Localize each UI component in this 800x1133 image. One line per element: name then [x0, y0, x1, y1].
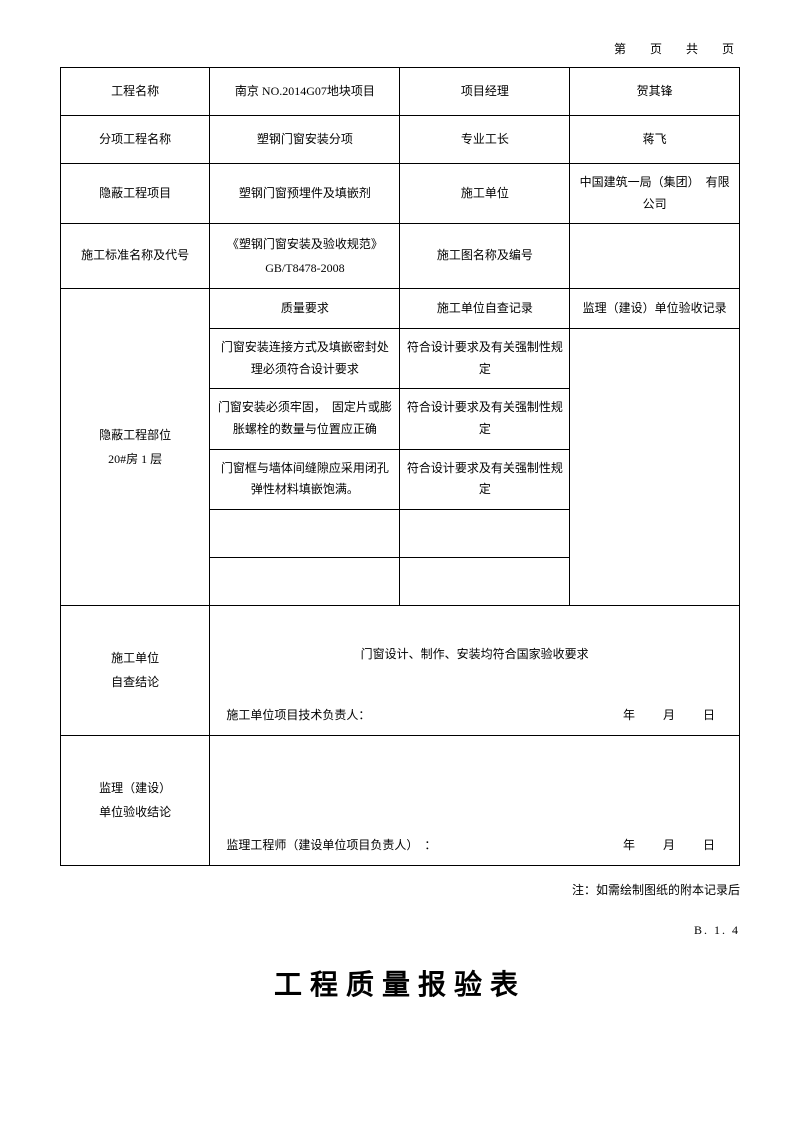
value-project-manager: 贺其锋 — [570, 68, 740, 116]
value-construction-unit: 中国建筑一局（集团） 有限公司 — [570, 164, 740, 224]
label-construction-unit: 施工单位 — [400, 164, 570, 224]
label-standard: 施工标准名称及代号 — [61, 224, 210, 289]
empty-req-1 — [210, 509, 400, 557]
value-foreman: 蒋飞 — [570, 116, 740, 164]
self-conclusion-date: 年 月 日 — [623, 705, 723, 727]
value-standard: 《塑钢门窗安装及验收规范》 GB/T8478-2008 — [210, 224, 400, 289]
supervisor-record — [570, 329, 740, 606]
label-foreman: 专业工长 — [400, 116, 570, 164]
empty-check-2 — [400, 557, 570, 605]
label-drawing: 施工图名称及编号 — [400, 224, 570, 289]
self-conclusion-text: 门窗设计、制作、安装均符合国家验收要求 — [216, 644, 733, 666]
self-conclusion-label1: 施工单位 — [111, 651, 159, 665]
label-sub-project: 分项工程名称 — [61, 116, 210, 164]
form-code: B. 1. 4 — [60, 923, 740, 938]
supervisor-conclusion-label1: 监理（建设） — [99, 781, 171, 795]
value-hidden-project: 塑钢门窗预埋件及填嵌剂 — [210, 164, 400, 224]
quality-req-2: 门窗安装必须牢固， 固定片或膨胀螺栓的数量与位置应正确 — [210, 389, 400, 449]
footer-note: 注：如需绘制图纸的附本记录后 — [60, 881, 740, 898]
location-label: 隐蔽工程部位 — [99, 428, 171, 442]
label-project-name: 工程名称 — [61, 68, 210, 116]
standard-line1: 《塑钢门窗安装及验收规范》 — [227, 237, 383, 251]
value-project-name: 南京 NO.2014G07地块项目 — [210, 68, 400, 116]
self-conclusion-label: 施工单位 自查结论 — [61, 605, 210, 735]
location-cell: 隐蔽工程部位 20#房 1 层 — [61, 289, 210, 606]
quality-check-2: 符合设计要求及有关强制性规定 — [400, 389, 570, 449]
value-drawing — [570, 224, 740, 289]
supervisor-conclusion-label: 监理（建设） 单位验收结论 — [61, 735, 210, 865]
quality-header-supervisor: 监理（建设）单位验收记录 — [570, 289, 740, 329]
label-project-manager: 项目经理 — [400, 68, 570, 116]
empty-req-2 — [210, 557, 400, 605]
supervisor-conclusion-date: 年 月 日 — [623, 835, 723, 857]
self-conclusion-signer: 施工单位项目技术负责人： — [226, 705, 370, 727]
supervisor-conclusion-label2: 单位验收结论 — [99, 805, 171, 819]
quality-req-3: 门窗框与墙体间缝隙应采用闭孔弹性材料填嵌饱满。 — [210, 449, 400, 509]
empty-check-1 — [400, 509, 570, 557]
location-value: 20#房 1 层 — [108, 452, 162, 466]
quality-check-1: 符合设计要求及有关强制性规定 — [400, 329, 570, 389]
inspection-table: 工程名称 南京 NO.2014G07地块项目 项目经理 贺其锋 分项工程名称 塑… — [60, 67, 740, 866]
supervisor-conclusion-signer: 监理工程师（建设单位项目负责人） ： — [226, 835, 436, 857]
page-indicator: 第 页 共 页 — [60, 40, 740, 57]
quality-check-3: 符合设计要求及有关强制性规定 — [400, 449, 570, 509]
quality-header-requirement: 质量要求 — [210, 289, 400, 329]
bottom-title: 工程质量报验表 — [60, 963, 740, 1003]
label-hidden-project: 隐蔽工程项目 — [61, 164, 210, 224]
supervisor-conclusion-content: 监理工程师（建设单位项目负责人） ： 年 月 日 — [210, 735, 740, 865]
quality-header-self-check: 施工单位自查记录 — [400, 289, 570, 329]
self-conclusion-label2: 自查结论 — [111, 675, 159, 689]
value-sub-project: 塑钢门窗安装分项 — [210, 116, 400, 164]
quality-req-1: 门窗安装连接方式及填嵌密封处理必须符合设计要求 — [210, 329, 400, 389]
standard-line2: GB/T8478-2008 — [265, 261, 344, 275]
self-conclusion-content: 门窗设计、制作、安装均符合国家验收要求 施工单位项目技术负责人： 年 月 日 — [210, 605, 740, 735]
